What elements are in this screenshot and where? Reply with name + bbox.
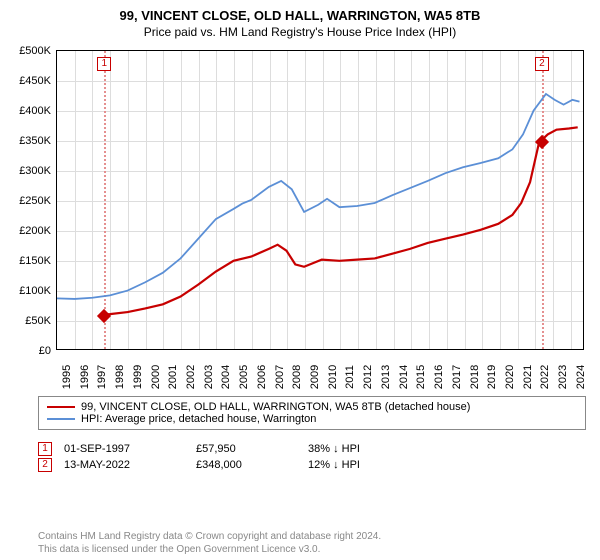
x-axis-label: 2000 bbox=[146, 365, 162, 389]
x-axis-label: 2013 bbox=[376, 365, 392, 389]
chart-lines bbox=[57, 51, 583, 349]
ref-pct: 12% ↓ HPI bbox=[308, 459, 448, 471]
legend-item: HPI: Average price, detached house, Warr… bbox=[47, 413, 577, 425]
reference-number-box: 1 bbox=[38, 442, 52, 456]
y-axis-label: £150K bbox=[19, 255, 57, 267]
x-axis-label: 2003 bbox=[199, 365, 215, 389]
legend: 99, VINCENT CLOSE, OLD HALL, WARRINGTON,… bbox=[38, 396, 586, 430]
x-axis-label: 2016 bbox=[429, 365, 445, 389]
footer-line-2: This data is licensed under the Open Gov… bbox=[38, 544, 381, 557]
x-axis-label: 2006 bbox=[252, 365, 268, 389]
legend-item: 99, VINCENT CLOSE, OLD HALL, WARRINGTON,… bbox=[47, 401, 577, 413]
x-axis-label: 2004 bbox=[216, 365, 232, 389]
x-axis-label: 1999 bbox=[128, 365, 144, 389]
y-axis-label: £350K bbox=[19, 135, 57, 147]
reference-number-box: 2 bbox=[38, 458, 52, 472]
x-axis-label: 2005 bbox=[234, 365, 250, 389]
footer-line-1: Contains HM Land Registry data © Crown c… bbox=[38, 531, 381, 544]
x-axis-label: 2011 bbox=[340, 365, 356, 389]
y-axis-label: £400K bbox=[19, 105, 57, 117]
x-axis-label: 2001 bbox=[163, 365, 179, 389]
reference-table: 1 01-SEP-1997 £57,950 38% ↓ HPI 2 13-MAY-2022… bbox=[38, 442, 448, 474]
ref-date: 13-MAY-2022 bbox=[64, 459, 184, 471]
x-axis-label: 2018 bbox=[465, 365, 481, 389]
x-axis-label: 2021 bbox=[518, 365, 534, 389]
footer-attribution: Contains HM Land Registry data © Crown c… bbox=[38, 531, 381, 556]
legend-label: 99, VINCENT CLOSE, OLD HALL, WARRINGTON,… bbox=[81, 401, 470, 413]
plot-area: £0£50K£100K£150K£200K£250K£300K£350K£400… bbox=[56, 50, 584, 350]
x-axis-label: 2024 bbox=[571, 365, 587, 389]
x-axis-label: 2022 bbox=[535, 365, 551, 389]
x-axis-label: 2010 bbox=[323, 365, 339, 389]
chart-subtitle: Price paid vs. HM Land Registry's House … bbox=[0, 23, 600, 45]
series-hpi bbox=[57, 94, 579, 299]
x-axis-label: 2014 bbox=[394, 365, 410, 389]
ref-price: £57,950 bbox=[196, 443, 296, 455]
x-axis-label: 2007 bbox=[270, 365, 286, 389]
y-axis-label: £0 bbox=[39, 345, 57, 357]
x-axis-label: 2019 bbox=[482, 365, 498, 389]
x-axis-label: 1996 bbox=[75, 365, 91, 389]
ref-date: 01-SEP-1997 bbox=[64, 443, 184, 455]
reference-row: 2 13-MAY-2022 £348,000 12% ↓ HPI bbox=[38, 458, 448, 472]
x-axis-label: 2015 bbox=[411, 365, 427, 389]
y-axis-label: £500K bbox=[19, 45, 57, 57]
reference-row: 1 01-SEP-1997 £57,950 38% ↓ HPI bbox=[38, 442, 448, 456]
x-axis-label: 2009 bbox=[305, 365, 321, 389]
y-axis-label: £300K bbox=[19, 165, 57, 177]
x-axis-label: 1997 bbox=[92, 365, 108, 389]
x-axis-label: 2012 bbox=[358, 365, 374, 389]
x-axis-label: 1995 bbox=[57, 365, 73, 389]
chart-title: 99, VINCENT CLOSE, OLD HALL, WARRINGTON,… bbox=[0, 0, 600, 23]
ref-price: £348,000 bbox=[196, 459, 296, 471]
x-axis-label: 2017 bbox=[447, 365, 463, 389]
y-axis-label: £450K bbox=[19, 75, 57, 87]
ref-pct: 38% ↓ HPI bbox=[308, 443, 448, 455]
series-property bbox=[104, 127, 578, 314]
y-axis-label: £50K bbox=[25, 315, 57, 327]
y-axis-label: £100K bbox=[19, 285, 57, 297]
y-axis-label: £200K bbox=[19, 225, 57, 237]
y-axis-label: £250K bbox=[19, 195, 57, 207]
x-axis-label: 2020 bbox=[500, 365, 516, 389]
legend-swatch bbox=[47, 418, 75, 420]
x-axis-label: 2023 bbox=[553, 365, 569, 389]
x-axis-label: 2008 bbox=[287, 365, 303, 389]
legend-label: HPI: Average price, detached house, Warr… bbox=[81, 413, 316, 425]
x-axis-label: 1998 bbox=[110, 365, 126, 389]
legend-swatch bbox=[47, 406, 75, 408]
x-axis-label: 2002 bbox=[181, 365, 197, 389]
